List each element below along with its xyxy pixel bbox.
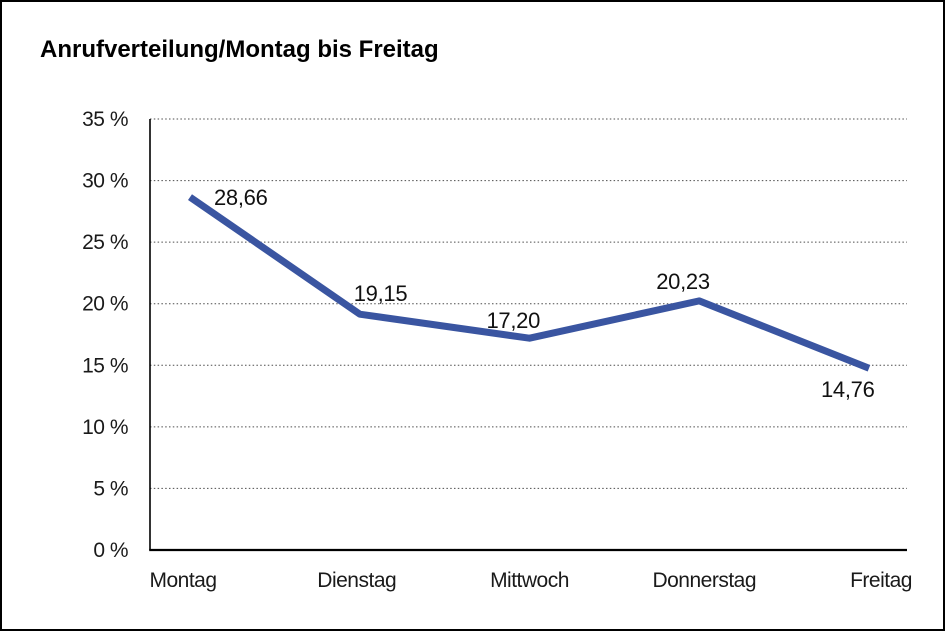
data-line bbox=[188, 194, 871, 372]
data-point-label: 14,76 bbox=[821, 377, 875, 402]
y-tick-label: 20 % bbox=[82, 293, 128, 316]
data-point-label: 17,20 bbox=[487, 308, 541, 333]
data-point-label: 28,66 bbox=[214, 185, 268, 210]
y-tick-label: 5 % bbox=[93, 477, 128, 500]
y-tick-label: 35 % bbox=[82, 108, 128, 131]
y-tick-label: 0 % bbox=[93, 539, 128, 562]
y-tick-label: 25 % bbox=[82, 231, 128, 254]
x-category-label: Montag bbox=[149, 569, 216, 592]
data-point-label: 19,15 bbox=[354, 281, 408, 306]
x-category-label: Dienstag bbox=[317, 569, 396, 592]
y-tick-label: 30 % bbox=[82, 170, 128, 193]
y-tick-label: 10 % bbox=[82, 416, 128, 439]
chart-title: Anrufverteilung/Montag bis Freitag bbox=[40, 36, 439, 63]
x-category-label: Mittwoch bbox=[490, 569, 569, 592]
x-category-label: Donnerstag bbox=[652, 569, 756, 592]
x-category-label: Freitag bbox=[850, 569, 912, 592]
data-point-label: 20,23 bbox=[656, 269, 710, 294]
y-tick-label: 15 % bbox=[82, 354, 128, 377]
